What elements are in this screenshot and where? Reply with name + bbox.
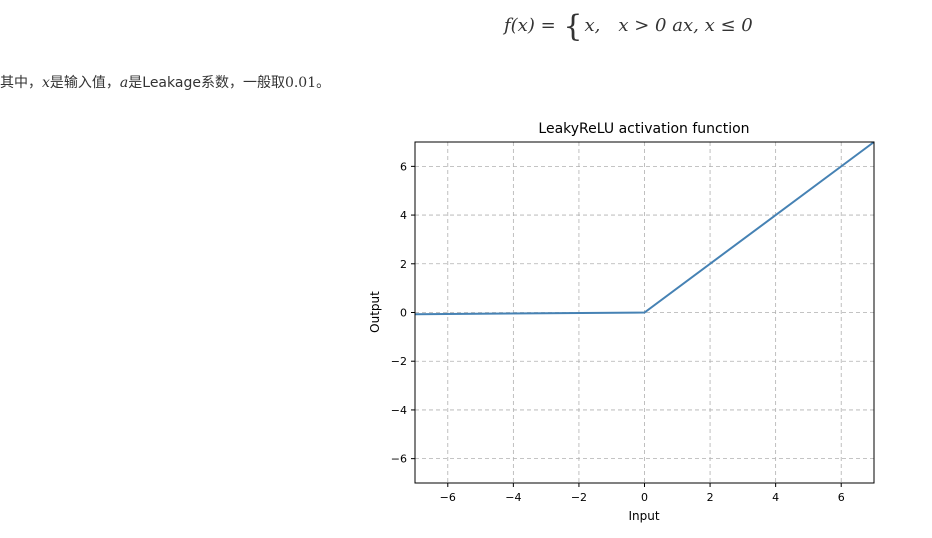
formula-lhs: f(x) = <box>504 15 556 36</box>
x-tick-label: 4 <box>772 491 779 504</box>
y-axis-label: Output <box>368 291 382 333</box>
desc-part1: 其中， <box>0 75 42 91</box>
y-ticks: −6 −4 −2 0 2 4 6 <box>391 160 415 466</box>
desc-part3: 是Leakage系数，一般取 <box>128 75 285 91</box>
x-axis-label: Input <box>628 509 659 523</box>
formula-cond1: x > 0 <box>618 15 667 36</box>
y-tick-label: −2 <box>391 355 407 368</box>
y-tick-label: −6 <box>391 453 407 466</box>
formula-case2: ax, <box>672 15 699 36</box>
y-tick-label: 2 <box>400 258 407 271</box>
formula-cond2: x ≤ 0 <box>704 15 753 36</box>
x-tick-label: 0 <box>641 491 648 504</box>
x-tick-label: 2 <box>707 491 714 504</box>
x-tick-label: −2 <box>571 491 587 504</box>
description-text: 其中，x是输入值，a是Leakage系数，一般取0.01。 <box>0 72 330 92</box>
series-line <box>414 141 875 316</box>
desc-value: 0.01 <box>284 75 317 91</box>
desc-part2: 是输入值， <box>49 75 120 91</box>
chart-title: LeakyReLU activation function <box>538 121 749 137</box>
y-tick-label: −4 <box>391 404 407 417</box>
chart-series-group <box>414 141 875 316</box>
formula-brace: { <box>563 9 583 44</box>
desc-part4: 。 <box>316 75 331 91</box>
desc-var-a: a <box>119 75 129 91</box>
y-tick-label: 4 <box>400 209 407 222</box>
formula-case1: x, <box>584 15 601 36</box>
x-tick-label: −6 <box>440 491 456 504</box>
x-ticks: −6 −4 −2 0 2 4 6 <box>440 483 845 504</box>
y-tick-label: 0 <box>400 307 407 320</box>
x-tick-label: 6 <box>838 491 845 504</box>
desc-var-x: x <box>42 75 50 91</box>
x-tick-label: −4 <box>505 491 521 504</box>
formula: f(x) = {x, x > 0 ax, x ≤ 0 <box>504 12 753 42</box>
y-tick-label: 6 <box>400 160 407 173</box>
